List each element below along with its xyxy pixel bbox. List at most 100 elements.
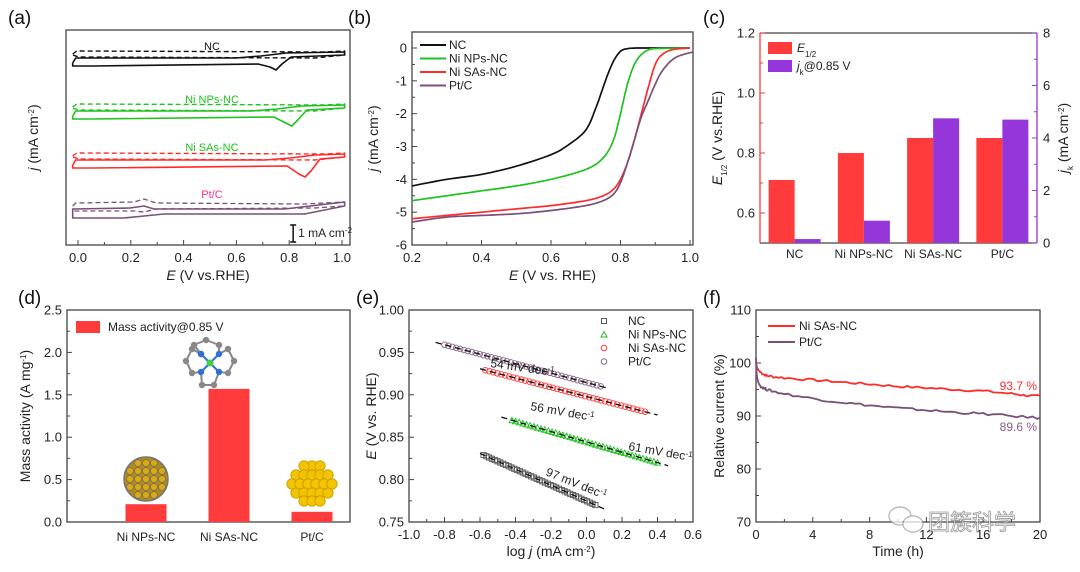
c-atom: [224, 345, 232, 353]
data-point-circle: [468, 348, 476, 356]
y-axis-label: E (V vs. RHE): [363, 372, 379, 459]
x-tick-label: 0.4: [648, 527, 666, 542]
tafel-fit-line: [435, 341, 610, 390]
x-axis-label: E (V vs. RHE): [509, 267, 596, 283]
stability-curve: [755, 362, 1041, 398]
end-value-label: 89.6 %: [1000, 420, 1038, 434]
y-tick-label: 1.00: [379, 303, 404, 318]
sphere-facet: [150, 483, 158, 491]
legend-marker: [600, 358, 608, 365]
y-tick-label: 0.85: [379, 430, 404, 445]
scale-bar-label: 1 mA cm-2: [298, 226, 352, 241]
y-tick-label: 8: [1043, 26, 1050, 41]
x-tick-label: 0.0: [577, 527, 595, 542]
data-point-circle: [585, 379, 593, 387]
data-point-circle: [565, 388, 573, 396]
x-tick-label: 0.6: [227, 250, 245, 265]
data-point-circle: [495, 356, 503, 363]
legend-label: Ni SAs-NC: [799, 319, 857, 333]
x-tick-label: 0.2: [613, 527, 631, 542]
pt-atom: [322, 487, 334, 499]
data-point-circle: [589, 380, 597, 388]
legend-label: NC: [449, 38, 467, 52]
c-atom: [202, 336, 210, 344]
sphere-facet: [150, 475, 158, 483]
data-point-circle: [530, 379, 537, 386]
data-point-circle: [464, 347, 472, 355]
slope-label: 61 mV dec-1: [627, 439, 694, 465]
x-tick-label: 1.0: [681, 250, 699, 265]
x-tick-label: 0.0: [69, 250, 87, 265]
watermark: 团簇科学: [888, 506, 1016, 535]
sphere-facet: [158, 483, 166, 491]
x-tick-label: 0.8: [280, 250, 298, 265]
data-point-circle: [566, 374, 573, 382]
data-point-circle: [499, 357, 507, 364]
y-axis-label: j (mA cm-2): [365, 105, 381, 173]
panel-a: (a) 0.0 0.2 0.4 0.6 0.8 1.0 E (V vs.RHE) j (mA c…: [8, 8, 353, 283]
y-axis-left-label: E1/2 (V vs.RHE): [709, 91, 729, 185]
sphere-facet: [150, 491, 158, 499]
polarization-curve: [411, 47, 691, 220]
y-tick-label: 110: [730, 303, 751, 318]
x-tick-label: -1.0: [398, 527, 420, 542]
data-point-circle: [558, 372, 565, 380]
ring-bonds: [185, 339, 235, 386]
tafel-series: 54 mV dec-1Pt/C: [435, 341, 652, 390]
tafel-series: 61 mV dec-1 Ni NPs-NC: [501, 328, 694, 467]
data-point-circle: [490, 369, 497, 376]
data-point-circle: [476, 350, 483, 358]
sphere-facet: [142, 491, 150, 499]
data-point-triangle: [533, 423, 542, 431]
y-tick-label: 0: [400, 41, 407, 56]
y-tick-label: 0: [1043, 236, 1050, 251]
legend-swatch: [768, 42, 792, 54]
data-point-circle: [534, 366, 542, 373]
legend-label: jk@0.85 V: [795, 59, 851, 77]
y-tick-label: 90: [737, 409, 751, 424]
y-tick-label: 6: [1043, 78, 1050, 93]
panel-b: (b) 0.2 0.4 0.6 0.8 1.0 0 -1 -2 -3 -4 -5 -6 E (V vs. …: [348, 8, 699, 283]
x-tick-label: 0.4: [472, 250, 490, 265]
c-atom: [198, 381, 206, 389]
panel-d: (d) 0.0 0.5 1.0 1.5 2.0 2.5 Mass activity (A mg…: [17, 288, 351, 544]
legend-label: Ni SAs-NC: [449, 65, 507, 79]
data-point-circle: [445, 342, 452, 350]
y-tick-label: 2: [1043, 183, 1050, 198]
y-tick-label: 0.6: [737, 206, 755, 221]
stability-curve: [755, 357, 1041, 420]
tafel-fit-line: [479, 452, 605, 510]
y-tick-label: 0.90: [379, 387, 404, 402]
data-point-circle: [507, 359, 515, 366]
data-point-circle: [570, 375, 577, 383]
sphere-facet: [126, 467, 134, 475]
y-tick-label: 70: [737, 515, 751, 530]
legend-label: Ni SAs-NC: [628, 341, 686, 355]
cv-solid-loop: [71, 201, 346, 219]
sphere-facet: [134, 467, 142, 475]
sphere-facet: [142, 483, 150, 491]
y-tick-label: -1: [395, 73, 407, 88]
category-label: Ni NPs-NC: [117, 530, 176, 544]
data-point-circle: [523, 363, 530, 370]
data-point-circle: [492, 355, 499, 362]
data-point-circle: [538, 367, 546, 374]
data-point-circle: [621, 403, 629, 410]
series-label: NC: [204, 41, 220, 53]
plot-frame: [411, 31, 694, 246]
data-point-circle: [515, 361, 522, 368]
end-value-label: 93.7 %: [1000, 379, 1038, 393]
y-tick-label: 1.0: [44, 430, 62, 445]
data-point-triangle: [639, 454, 647, 462]
y-axis-label: j (mA cm-2): [25, 104, 41, 172]
data-point-square: [592, 501, 599, 509]
x-tick-label: 0.2: [122, 250, 140, 265]
x-tick-label: -0.2: [540, 527, 562, 542]
x-tick-label: -0.4: [504, 527, 526, 542]
x-tick-label: 0.6: [542, 250, 560, 265]
legend-label: Ni NPs-NC: [449, 52, 508, 66]
y-tick-label: 0.8: [737, 146, 755, 161]
series-label: Ni NPs-NC: [185, 94, 239, 106]
data-point-circle: [601, 398, 609, 405]
data-point-circle: [480, 351, 487, 359]
